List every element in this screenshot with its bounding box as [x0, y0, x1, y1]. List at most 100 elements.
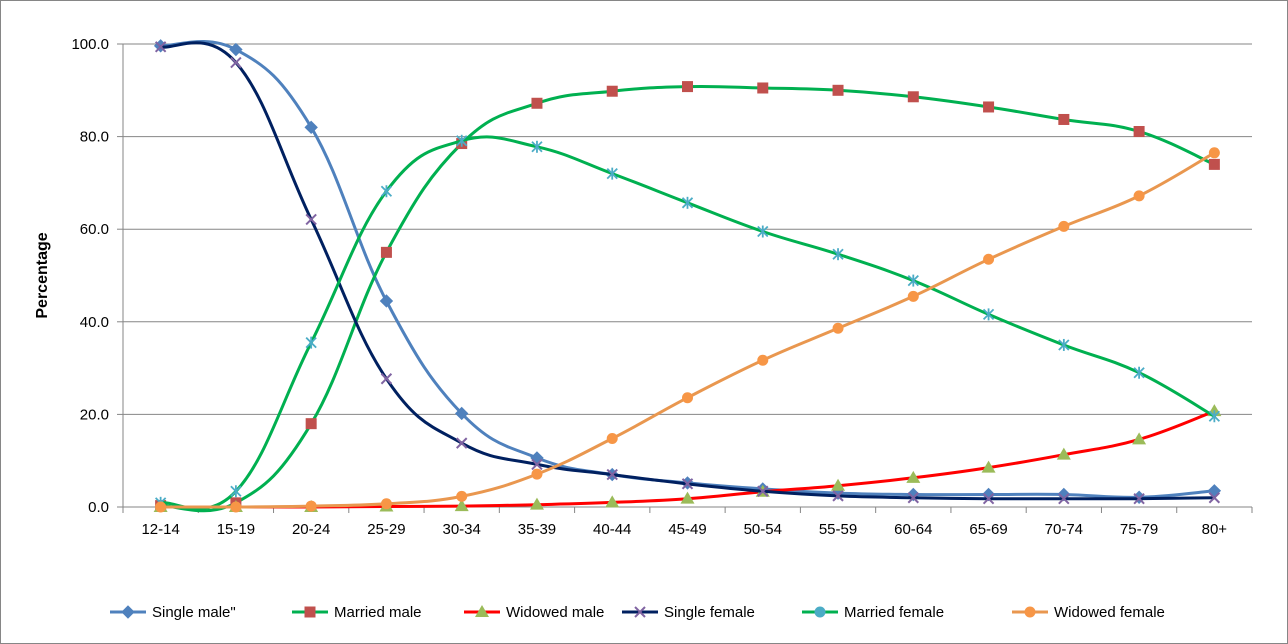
legend-entry: Single male" — [110, 604, 236, 621]
x-tick-label: 25-29 — [367, 521, 405, 538]
data-point-stroke — [380, 373, 393, 385]
x-tick-label: 60-64 — [894, 521, 932, 538]
x-tick-label: 50-54 — [744, 521, 782, 538]
data-point — [529, 497, 544, 510]
x-tick-label: 40-44 — [593, 521, 631, 538]
series-4 — [154, 134, 1221, 511]
data-point — [606, 167, 618, 180]
x-tick-label: 15-19 — [217, 521, 255, 538]
data-point — [305, 213, 317, 226]
data-point — [229, 42, 243, 57]
data-point — [832, 322, 844, 334]
x-tick-label: 80+ — [1202, 521, 1228, 538]
x-tick-label: 35-39 — [518, 521, 556, 538]
data-point-stroke — [1208, 492, 1221, 504]
data-point — [832, 490, 844, 502]
data-point — [757, 225, 769, 238]
y-tick-label: 20.0 — [80, 406, 109, 423]
data-point — [1208, 410, 1221, 423]
legend-label: Married male — [334, 604, 422, 621]
legend-entry: Married male — [292, 604, 422, 621]
data-point — [682, 81, 693, 93]
x-tick-label: 12-14 — [141, 521, 179, 538]
legend-entry: Widowed male — [464, 604, 604, 621]
legend-label: Widowed female — [1054, 604, 1165, 621]
data-point — [682, 392, 693, 404]
data-point-stroke — [154, 41, 167, 53]
data-point — [907, 91, 919, 103]
legend-marker — [121, 605, 135, 619]
data-point — [305, 500, 317, 512]
x-tick-label: 65-69 — [969, 521, 1007, 538]
legend: Single male" Married male Widowed male Sing… — [110, 604, 1165, 621]
data-point — [983, 101, 995, 113]
data-point — [305, 336, 317, 349]
data-point — [531, 468, 543, 480]
data-point — [606, 85, 618, 97]
data-point — [757, 354, 769, 366]
data-point — [1133, 492, 1145, 505]
data-point — [379, 294, 394, 308]
data-point — [681, 196, 694, 209]
data-point — [981, 460, 996, 473]
legend-marker — [814, 606, 826, 618]
data-point — [1058, 338, 1070, 351]
data-point-stroke — [455, 437, 468, 449]
data-point — [983, 253, 995, 265]
data-point — [907, 290, 919, 302]
data-point-stroke — [907, 492, 920, 504]
data-point-stroke — [982, 492, 995, 505]
legend-label: Widowed male — [506, 604, 604, 621]
data-point — [606, 468, 618, 481]
legend-label: Single male" — [152, 604, 236, 621]
data-point — [1133, 126, 1145, 138]
data-point — [456, 134, 468, 147]
data-point — [1133, 366, 1145, 379]
data-point — [230, 56, 242, 69]
legend-marker — [304, 606, 316, 618]
legend-marker — [634, 606, 646, 618]
legend-label: Single female — [664, 604, 755, 621]
data-point — [982, 308, 995, 321]
data-point — [1058, 492, 1070, 505]
y-tick-label: 0.0 — [88, 499, 109, 516]
data-point — [155, 501, 167, 513]
gridlines — [123, 43, 1252, 415]
data-point — [907, 274, 919, 287]
x-tick-label: 45-49 — [668, 521, 706, 538]
data-point — [454, 406, 469, 421]
data-point — [230, 485, 242, 498]
series-layer — [153, 39, 1222, 513]
series-3 — [154, 41, 1221, 505]
data-point — [757, 485, 769, 497]
x-tick-label: 30-34 — [443, 521, 481, 538]
data-point — [606, 432, 618, 444]
data-point-stroke — [606, 468, 618, 481]
y-tick-label: 100.0 — [71, 36, 109, 53]
data-point — [832, 84, 844, 96]
data-point — [906, 470, 921, 483]
data-point-stroke — [1133, 492, 1145, 505]
legend-label: Married female — [844, 604, 944, 621]
y-tick-label: 80.0 — [80, 129, 109, 146]
data-point — [380, 185, 393, 198]
data-point — [304, 120, 318, 135]
data-point — [831, 478, 846, 491]
legend-entry: Married female — [802, 604, 944, 621]
data-point — [605, 495, 620, 508]
data-point — [531, 97, 543, 109]
data-point — [1208, 492, 1221, 504]
data-point-stroke — [230, 56, 242, 69]
y-axis-title: Percentage — [34, 232, 51, 318]
data-point — [681, 478, 694, 490]
data-point — [230, 501, 242, 513]
data-point — [1208, 147, 1220, 159]
data-point — [1056, 447, 1071, 460]
data-point-stroke — [832, 490, 844, 502]
x-tick-label: 20-24 — [292, 521, 330, 538]
data-point-stroke — [681, 478, 694, 490]
data-point-stroke — [531, 458, 543, 471]
series-5 — [155, 147, 1220, 513]
data-point — [757, 82, 769, 94]
data-point — [455, 437, 468, 449]
